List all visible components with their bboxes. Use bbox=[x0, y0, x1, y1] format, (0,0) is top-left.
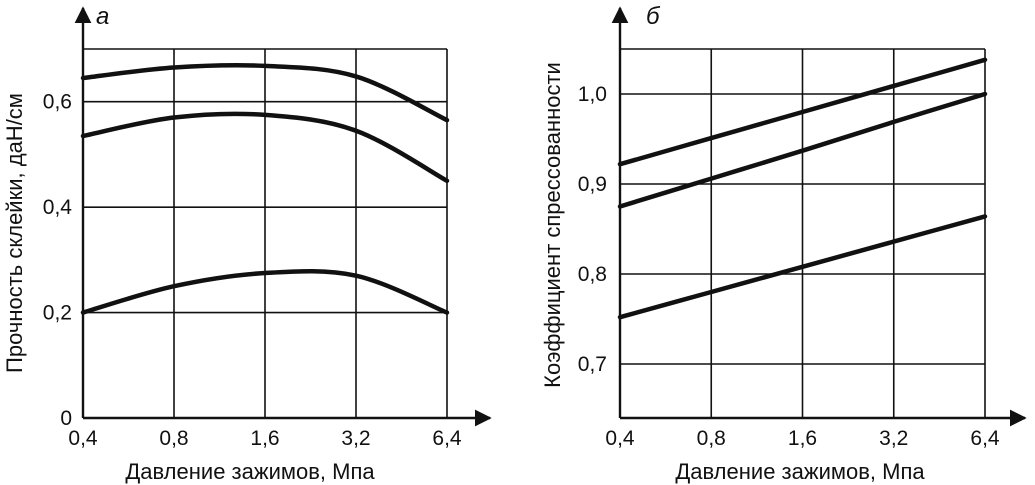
series-line-1 bbox=[80, 62, 450, 123]
panel-b-compaction-chart: 0,4 0,8 1,6 3,2 6,4 0,7 0,8 0,9 1,0 Давление зажи… bbox=[540, 3, 1027, 484]
x-tick-label: 0,4 bbox=[605, 427, 635, 450]
x-tick-label: 3,2 bbox=[879, 427, 908, 450]
x-axis-label: Давление зажимов, Мпа bbox=[125, 459, 375, 484]
y-tick-label: 1,0 bbox=[578, 83, 607, 106]
x-tick-label: 1,6 bbox=[250, 427, 279, 450]
y-tick-label: 0,4 bbox=[43, 196, 73, 219]
x-tick-label: 3,2 bbox=[341, 427, 370, 450]
y-axis-label: Прочность склейки, даН/см bbox=[2, 93, 27, 373]
panel-letter: а bbox=[96, 3, 109, 30]
x-tick-label: 0,4 bbox=[68, 427, 98, 450]
x-tick-label: 0,8 bbox=[159, 427, 188, 450]
y-tick-label: 0,8 bbox=[578, 263, 607, 286]
x-tick-label: 1,6 bbox=[788, 427, 817, 450]
series-line-2 bbox=[617, 91, 988, 209]
series-line-2 bbox=[80, 111, 450, 184]
y-tick-label: 0,9 bbox=[578, 173, 607, 196]
panel-letter: б bbox=[646, 3, 661, 30]
x-tick-label: 6,4 bbox=[970, 427, 1000, 450]
y-tick-label: 0 bbox=[60, 407, 72, 430]
x-tick-label: 0,8 bbox=[697, 427, 726, 450]
y-tick-label: 0,7 bbox=[578, 353, 607, 376]
series-line-3 bbox=[617, 214, 988, 320]
y-axis-label: Коэффициент спрессованности bbox=[540, 62, 565, 388]
x-tick-label: 6,4 bbox=[432, 427, 462, 450]
panel-a-strength-chart: 0,4 0,8 1,6 3,2 6,4 0 0,2 0,4 0,6 Давление зажимо… bbox=[2, 3, 492, 484]
y-tick-label: 0,6 bbox=[43, 91, 72, 114]
series-line-3 bbox=[80, 268, 450, 315]
y-tick-label: 0,2 bbox=[43, 302, 72, 325]
x-axis-label: Давление зажимов, Мпа bbox=[675, 459, 925, 484]
series-line-1 bbox=[617, 57, 988, 167]
